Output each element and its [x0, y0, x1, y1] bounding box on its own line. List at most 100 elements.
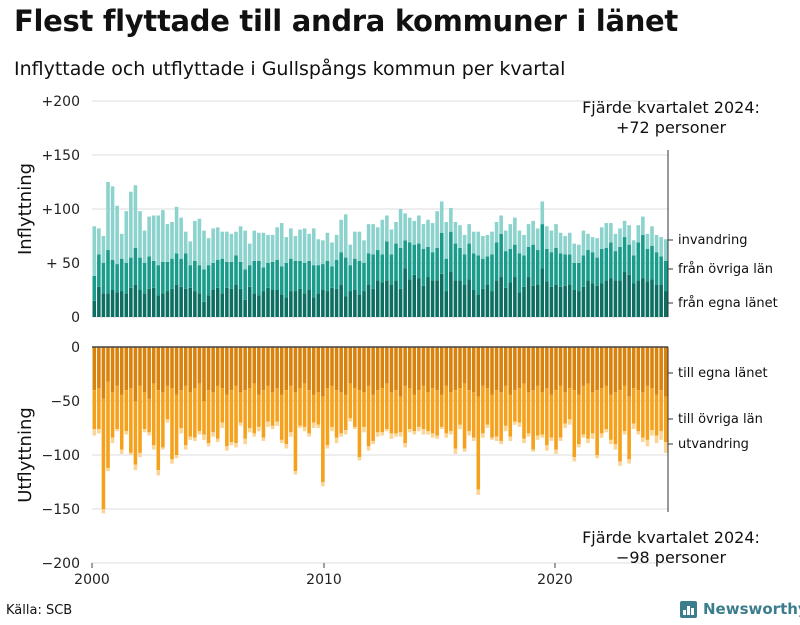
bar-segment [535, 347, 540, 386]
bar-segment [586, 280, 590, 317]
bar-segment [453, 221, 458, 244]
bar-segment [522, 234, 526, 256]
bar-segment [362, 392, 366, 427]
bar-segment [115, 205, 119, 265]
bar-segment [321, 290, 325, 317]
bar-segment [257, 295, 261, 317]
bar-segment [229, 233, 234, 262]
bar-segment [293, 260, 298, 292]
bar-segment [197, 383, 202, 432]
bar-segment [485, 234, 490, 257]
bar-segment [257, 260, 261, 296]
bar-segment [119, 233, 124, 259]
bar-segment [467, 243, 471, 280]
bar-segment [631, 388, 636, 424]
bar-segment [398, 247, 403, 289]
bar-segment [298, 288, 302, 317]
bar-segment [129, 452, 133, 455]
bar-segment [567, 284, 572, 317]
bar-segment [261, 232, 266, 268]
bar-segment [101, 263, 106, 294]
bar-segment [330, 385, 334, 427]
bar-segment [471, 253, 476, 290]
bar-segment [577, 263, 581, 292]
bar-segment [343, 257, 348, 297]
bar-segment [119, 291, 124, 317]
bar-segment [645, 385, 650, 440]
bar-segment [412, 431, 417, 435]
bar-segment [545, 226, 549, 249]
bar-segment [581, 255, 586, 287]
bar-segment [339, 392, 343, 434]
bar-segment [549, 286, 554, 317]
annotation-text: −98 personer [616, 548, 727, 567]
bar-segment [261, 390, 266, 438]
bar-segment [385, 215, 389, 242]
bar-segment [375, 250, 380, 281]
bar-segment [645, 281, 650, 317]
bar-segment [188, 347, 193, 393]
bar-segment [485, 256, 490, 285]
bar-segment [220, 293, 225, 317]
bar-segment [554, 347, 558, 391]
bar-segment [467, 431, 471, 436]
bar-segment [439, 394, 444, 427]
bar-segment [362, 263, 366, 292]
bar-segment [193, 437, 197, 441]
bar-segment [151, 347, 156, 384]
bar-segment [293, 236, 298, 261]
bar-segment [659, 284, 663, 317]
bar-segment [618, 347, 622, 391]
bar-segment [522, 255, 526, 287]
bar-segment [517, 292, 522, 317]
bar-segment [577, 347, 581, 395]
bar-segment [174, 347, 179, 395]
bar-segment [590, 347, 595, 393]
bar-segment [417, 347, 421, 391]
bar-segment [266, 385, 270, 422]
bar-segment [412, 274, 417, 317]
bar-segment [380, 432, 385, 436]
bar-segment [275, 388, 279, 422]
bar-segment [330, 347, 334, 386]
bar-segment [590, 237, 595, 253]
bar-segment [513, 244, 517, 278]
bar-segment [613, 280, 618, 317]
bar-segment [590, 392, 595, 434]
bar-segment [270, 347, 275, 393]
bar-segment [471, 392, 476, 438]
bar-segment [257, 347, 261, 395]
bar-segment [330, 287, 334, 317]
bar-segment [595, 285, 599, 317]
bar-segment [567, 232, 572, 255]
x-tick-label: 2010 [306, 572, 342, 588]
bar-segment [147, 256, 151, 289]
bar-segment [275, 290, 279, 317]
bar-segment [517, 253, 522, 293]
bar-segment [234, 255, 238, 285]
bar-segment [572, 243, 577, 263]
bar-segment [147, 216, 151, 257]
bar-segment [97, 254, 101, 287]
bar-segment [229, 261, 234, 289]
bar-segment [403, 443, 407, 448]
bar-segment [353, 388, 357, 427]
bar-segment [229, 442, 234, 446]
bar-segment [659, 431, 663, 440]
bar-segment [595, 347, 599, 391]
bar-segment [385, 429, 389, 432]
bar-segment [394, 280, 398, 317]
bar-segment [627, 459, 631, 464]
bar-segment [558, 385, 563, 438]
bar-segment [567, 347, 572, 389]
bar-segment [554, 284, 558, 317]
bar-segment [243, 230, 247, 270]
bar-segment [430, 252, 435, 281]
bar-segment [110, 347, 115, 393]
y-tick-label: −200 [42, 556, 80, 572]
bar-segment [375, 280, 380, 317]
bar-segment [481, 288, 485, 317]
y-tick-label: + 50 [46, 256, 80, 272]
bar-segment [362, 291, 366, 317]
bar-segment [476, 347, 481, 397]
